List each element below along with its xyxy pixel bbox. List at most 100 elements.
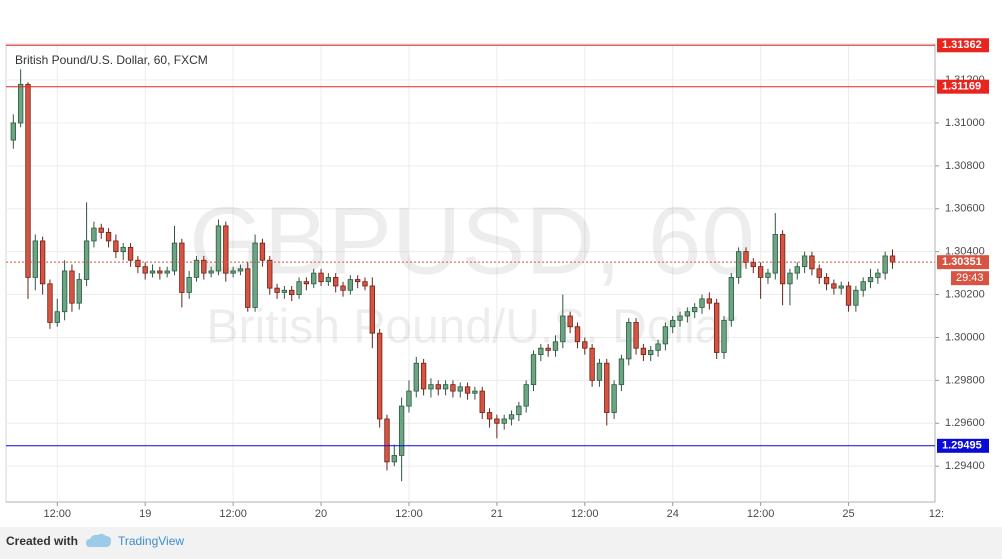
x-tick-label: 20 xyxy=(315,508,327,520)
candle-body xyxy=(457,386,463,392)
candle-body xyxy=(201,259,207,274)
candle-body xyxy=(640,347,647,356)
candle-body xyxy=(76,279,82,304)
y-tick-label: 1.30400 xyxy=(945,246,985,258)
candle-body xyxy=(530,354,537,386)
candle-body xyxy=(450,384,456,392)
candle-body xyxy=(179,242,185,293)
candle-body xyxy=(105,231,112,242)
candle-body xyxy=(149,270,156,274)
candle-body xyxy=(787,272,793,285)
candle-body xyxy=(845,285,852,306)
candle-body xyxy=(662,326,669,345)
candle-body xyxy=(259,242,266,261)
candle-body xyxy=(303,281,310,285)
candle-body xyxy=(296,281,302,295)
last-price-label: 1.30351 xyxy=(942,256,982,268)
candle-body xyxy=(325,276,332,283)
candle-body xyxy=(633,322,639,349)
y-tick-label: 1.30600 xyxy=(945,203,985,215)
candle-body xyxy=(135,259,141,268)
candle-body xyxy=(655,343,661,351)
candle-body xyxy=(355,279,361,283)
candle-body xyxy=(713,302,720,353)
level-label: 1.31362 xyxy=(942,39,982,51)
candle-body xyxy=(801,255,808,268)
x-tick-label: 12:00 xyxy=(219,508,247,520)
candle-body xyxy=(391,455,397,463)
candle-body xyxy=(501,418,507,424)
candle-body xyxy=(574,326,581,343)
level-label-box xyxy=(937,438,989,453)
watermark-subtitle: British Pound/U.S. Dollar xyxy=(207,301,738,354)
candle-body xyxy=(69,270,75,304)
candle-body xyxy=(567,315,573,328)
countdown-label: 29:43 xyxy=(956,272,984,284)
candle-body xyxy=(860,281,866,291)
candle-body xyxy=(552,341,559,351)
candle-body xyxy=(794,266,800,274)
candle-body xyxy=(538,347,544,356)
candle-body xyxy=(83,240,90,280)
candle-body xyxy=(677,315,683,321)
candle-body xyxy=(186,276,192,293)
candle-body xyxy=(47,283,53,323)
candle-body xyxy=(743,251,749,263)
candle-body xyxy=(274,287,280,293)
chart-title: British Pound/U.S. Dollar, 60, FXCM xyxy=(15,53,208,67)
y-tick-label: 1.30200 xyxy=(945,288,985,300)
level-label-box xyxy=(937,38,989,53)
candle-body xyxy=(32,240,38,278)
candle-body xyxy=(91,227,97,242)
candle-body xyxy=(252,242,258,308)
candle-body xyxy=(779,234,786,285)
candle-body xyxy=(816,268,822,278)
countdown-box xyxy=(951,271,989,286)
candle-body xyxy=(267,259,273,289)
candle-body xyxy=(223,225,229,274)
candle-body xyxy=(560,315,566,343)
candle-body xyxy=(692,307,698,313)
x-tick-label: 12:00 xyxy=(44,508,72,520)
candle-body xyxy=(728,276,734,321)
candle-body xyxy=(648,349,654,356)
candle-body xyxy=(420,362,427,390)
candle-body xyxy=(171,242,178,272)
candle-body xyxy=(193,259,200,278)
candle-body xyxy=(831,283,837,289)
candle-body xyxy=(735,251,742,278)
candle-body xyxy=(435,384,441,390)
candle-body xyxy=(596,362,603,381)
candle-body xyxy=(757,266,764,278)
candle-body xyxy=(582,341,588,349)
overlay: 1.31362 1.31169 1.29495 1.30351 29:43 xyxy=(6,38,989,453)
candle-body xyxy=(17,83,24,124)
footer-brand[interactable]: TradingView xyxy=(118,534,184,548)
candle-body xyxy=(626,322,632,360)
candle-body xyxy=(347,279,354,291)
candle-body xyxy=(772,234,778,274)
candle-body xyxy=(889,255,896,263)
candle-body xyxy=(333,276,339,287)
candle-body xyxy=(113,240,119,253)
candle-body xyxy=(428,384,434,390)
candle-body xyxy=(486,412,493,420)
candle-body xyxy=(157,270,163,274)
candle-body xyxy=(289,289,295,295)
candle-body xyxy=(245,268,251,308)
candle-body xyxy=(120,246,126,253)
candle-body xyxy=(61,270,68,313)
last-price-box xyxy=(937,255,989,270)
candle-body xyxy=(406,390,412,407)
candle-body xyxy=(699,298,705,308)
brand-logo xyxy=(86,533,111,547)
candle-body xyxy=(281,289,288,293)
candle-body xyxy=(479,390,485,413)
candle-body xyxy=(54,311,60,323)
candle-body xyxy=(127,246,134,261)
candle-body xyxy=(618,358,625,386)
watermark: GBPUSD, 60 xyxy=(189,187,755,294)
x-tick-label: 12:00 xyxy=(395,508,423,520)
